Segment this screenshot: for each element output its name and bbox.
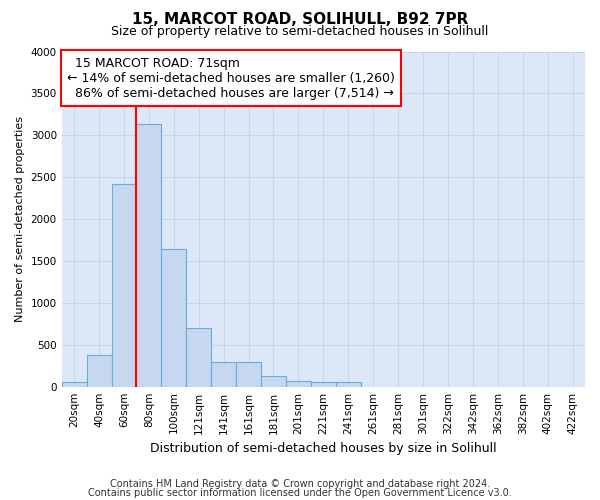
X-axis label: Distribution of semi-detached houses by size in Solihull: Distribution of semi-detached houses by … <box>150 442 497 455</box>
Bar <box>336 382 361 386</box>
Bar <box>62 382 86 386</box>
Bar <box>186 328 211 386</box>
Bar <box>311 382 336 386</box>
Text: Contains public sector information licensed under the Open Government Licence v3: Contains public sector information licen… <box>88 488 512 498</box>
Text: 15 MARCOT ROAD: 71sqm
← 14% of semi-detached houses are smaller (1,260)
  86% of: 15 MARCOT ROAD: 71sqm ← 14% of semi-deta… <box>67 56 395 100</box>
Text: 15, MARCOT ROAD, SOLIHULL, B92 7PR: 15, MARCOT ROAD, SOLIHULL, B92 7PR <box>132 12 468 28</box>
Bar <box>136 124 161 386</box>
Bar <box>261 376 286 386</box>
Bar <box>112 184 136 386</box>
Text: Size of property relative to semi-detached houses in Solihull: Size of property relative to semi-detach… <box>112 25 488 38</box>
Bar <box>236 362 261 386</box>
Y-axis label: Number of semi-detached properties: Number of semi-detached properties <box>15 116 25 322</box>
Text: Contains HM Land Registry data © Crown copyright and database right 2024.: Contains HM Land Registry data © Crown c… <box>110 479 490 489</box>
Bar <box>161 250 186 386</box>
Bar <box>286 381 311 386</box>
Bar <box>86 355 112 386</box>
Bar <box>211 362 236 386</box>
